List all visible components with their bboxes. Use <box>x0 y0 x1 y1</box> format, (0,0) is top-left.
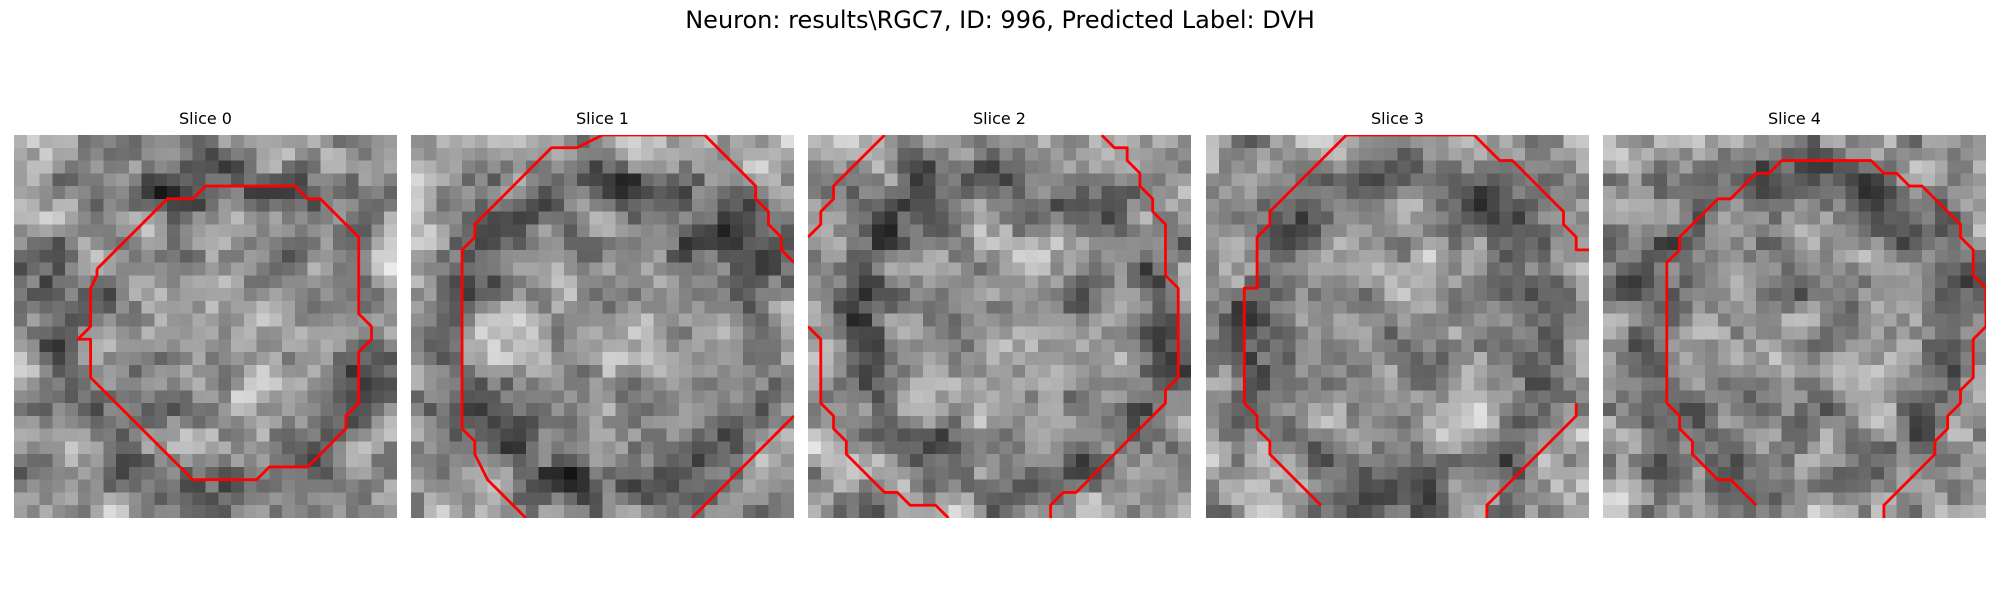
slice-0-contour <box>76 184 373 482</box>
slice-panel-4: Slice 4 <box>1603 108 1986 518</box>
slice-title-1: Slice 1 <box>576 109 629 128</box>
slice-2-noise-image <box>808 135 1191 518</box>
figure-title: Neuron: results\RGC7, ID: 996, Predicted… <box>685 6 1315 34</box>
slice-4-contour <box>1665 159 1986 518</box>
slice-image-2 <box>808 135 1191 518</box>
slice-image-1 <box>411 135 794 518</box>
slice-3-contour <box>1242 135 1589 518</box>
slice-title-4: Slice 4 <box>1768 109 1821 128</box>
slice-image-0 <box>14 135 397 518</box>
slice-title-3: Slice 3 <box>1371 109 1424 128</box>
slice-0-noise-image <box>14 135 397 518</box>
slice-title-0: Slice 0 <box>179 109 232 128</box>
slice-1-contour <box>460 135 794 518</box>
slice-panel-1: Slice 1 <box>411 108 794 518</box>
slice-panel-3: Slice 3 <box>1206 108 1589 518</box>
slice-2-contour <box>808 135 1180 518</box>
slice-image-4 <box>1603 135 1986 518</box>
slice-title-2: Slice 2 <box>973 109 1026 128</box>
slice-image-3 <box>1206 135 1589 518</box>
slice-panel-2: Slice 2 <box>808 108 1191 518</box>
slice-panel-0: Slice 0 <box>14 108 397 518</box>
